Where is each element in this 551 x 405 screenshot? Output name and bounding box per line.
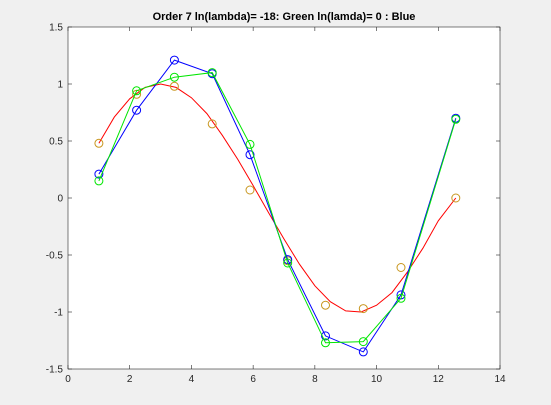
x-tick-label-2: 4 (189, 374, 195, 385)
series-1-point-3 (207, 119, 217, 129)
series-2-point-7 (358, 347, 368, 357)
axes-layer: 0 2 4 6 8 10 12 14 -1.5 -1 -0.5 0 0.5 1 1.5 (46, 23, 506, 386)
x-tick-label-4: 8 (312, 374, 318, 385)
y-tick-label-1: -1 (54, 308, 63, 319)
series-3-point-0 (94, 176, 104, 186)
series-1-point-0 (94, 138, 104, 148)
series-3-point-6 (321, 338, 330, 348)
series-3-point-9 (451, 114, 461, 124)
x-tick-label-7: 14 (494, 374, 506, 385)
y-tick-label-0: -1.5 (46, 365, 64, 376)
series-2-point-2 (169, 55, 179, 65)
y-tick-label-4: 0.5 (49, 137, 63, 148)
series-2-point-4 (245, 150, 255, 160)
series-1-point-6 (321, 300, 330, 310)
series-3-point-1 (132, 86, 142, 96)
series-3-point-5 (283, 258, 293, 268)
series-3-point-7 (358, 337, 368, 347)
series-1-point-8 (396, 263, 406, 272)
x-tick-label-6: 12 (433, 374, 445, 385)
y-tick-label-5: 1 (57, 80, 63, 91)
series-2-point-1 (132, 105, 142, 115)
series-1-point-7 (358, 304, 368, 314)
y-tick-label-3: 0 (57, 194, 63, 205)
series-1-point-4 (245, 185, 255, 195)
series-3-point-4 (245, 139, 255, 149)
series-2-point-6 (321, 331, 330, 341)
x-tick-label-1: 2 (127, 374, 133, 385)
series-line-2 (98, 59, 457, 353)
x-tick-label-5: 10 (371, 374, 383, 385)
series-1-point-9 (451, 193, 461, 203)
series-line-3 (98, 72, 457, 344)
series-3-point-3 (207, 68, 217, 78)
x-tick-label-3: 6 (250, 374, 256, 385)
series-layer (94, 55, 461, 357)
series-1-point-2 (169, 81, 179, 91)
chart-title: Order 7 ln(lambda)= -18: Green ln(lamda)… (153, 11, 416, 23)
series-3-point-2 (169, 72, 179, 82)
x-tick-label-0: 0 (65, 374, 71, 385)
plot-area (68, 27, 500, 369)
series-2-point-0 (94, 169, 104, 179)
y-tick-label-2: -0.5 (46, 251, 64, 262)
series-3-point-8 (396, 293, 406, 303)
y-tick-label-6: 1.5 (49, 23, 63, 34)
